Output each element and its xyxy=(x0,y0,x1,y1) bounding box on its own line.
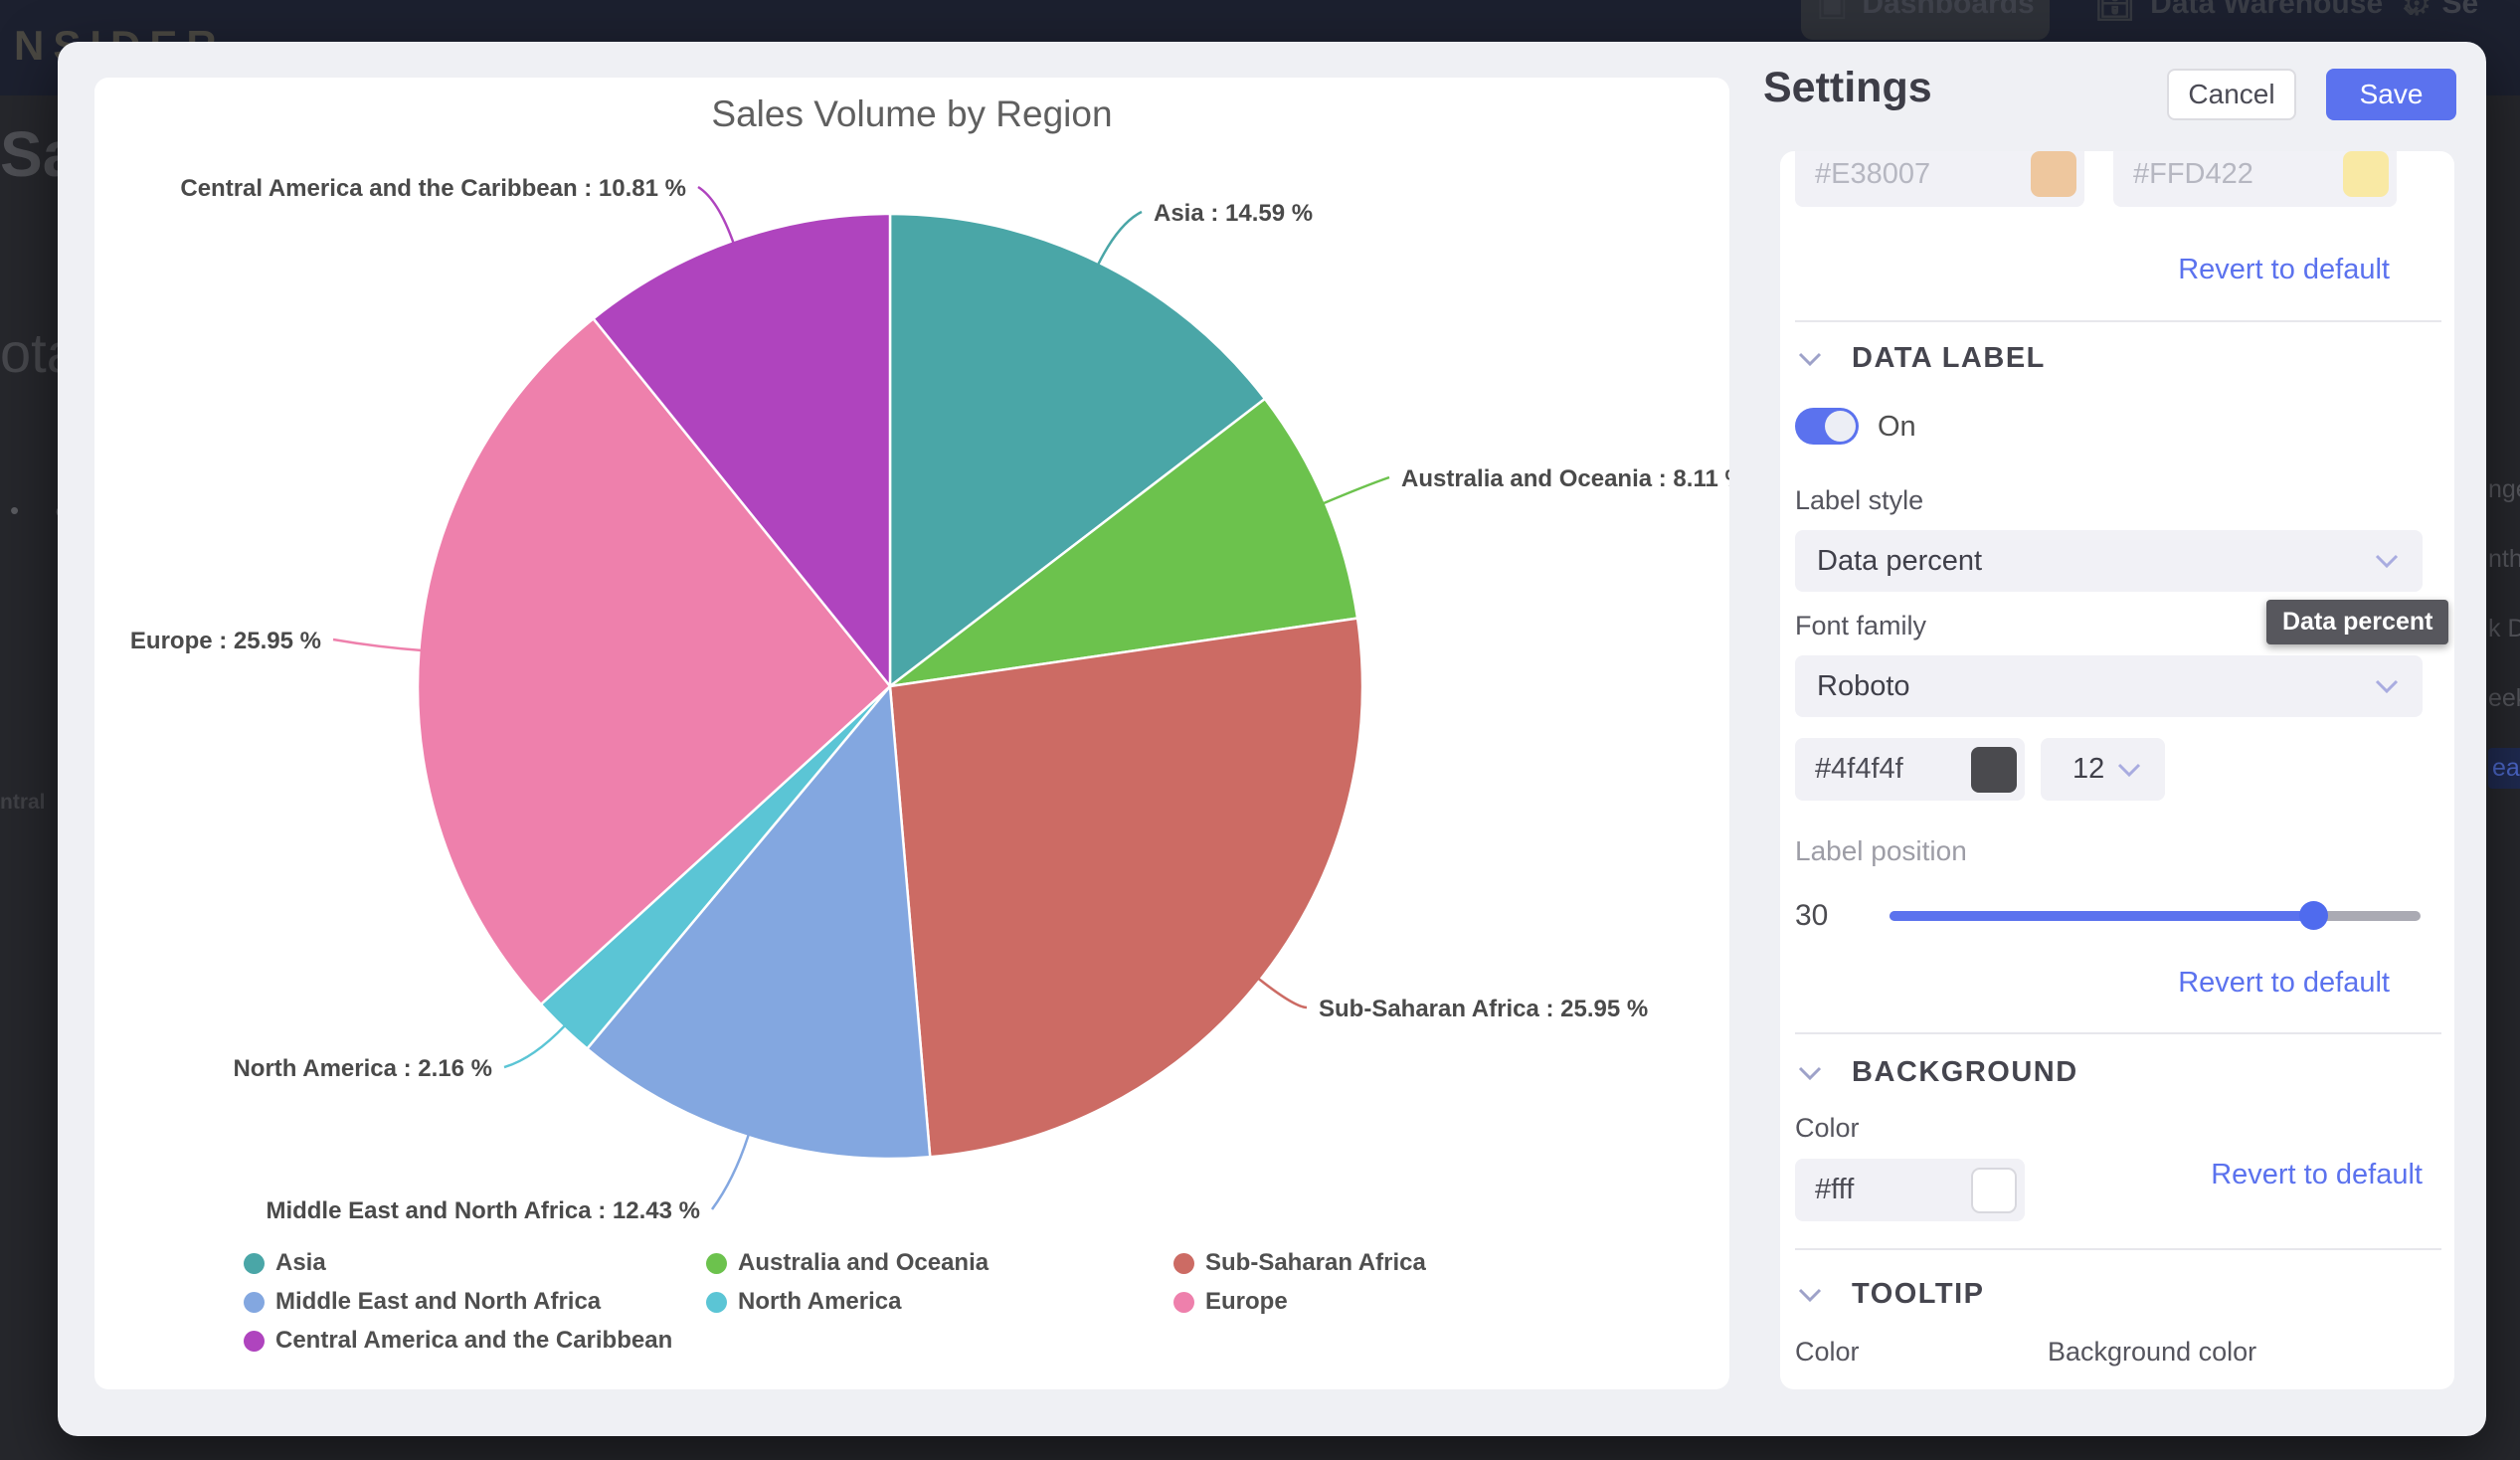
label-style-label: Label style xyxy=(1795,485,1924,515)
gear-icon: ⚙ xyxy=(2402,0,2432,23)
chevron-down-icon xyxy=(2117,763,2141,777)
bg-menu-fragment: nth xyxy=(2488,545,2520,573)
legend-label: Sub-Saharan Africa xyxy=(1205,1249,1426,1276)
label-position-value: 30 xyxy=(1795,899,1829,932)
legend-dot xyxy=(244,1252,265,1274)
legend-item[interactable]: Sub-Saharan Africa xyxy=(1173,1249,1426,1277)
tooltip-background-color-label: Background color xyxy=(2048,1337,2257,1367)
pie-label-line xyxy=(710,1133,751,1210)
legend-item[interactable]: Middle East and North Africa xyxy=(244,1288,601,1316)
chevron-down-icon xyxy=(2375,554,2399,568)
font-color-input[interactable]: #4f4f4f xyxy=(1795,738,2025,801)
legend-label: Central America and the Caribbean xyxy=(275,1327,673,1354)
database-icon: 🗄 xyxy=(2093,0,2137,23)
legend-item[interactable]: Asia xyxy=(244,1249,326,1277)
bg-menu-fragment: k D xyxy=(2488,615,2520,642)
pie-label-line xyxy=(1256,977,1308,1009)
bg-label-fragment: ntral xyxy=(0,791,46,814)
background-color-label: Color xyxy=(1795,1113,1860,1143)
font-family-select[interactable]: Roboto xyxy=(1795,655,2423,717)
legend-label: Asia xyxy=(275,1249,326,1276)
save-button[interactable]: Save xyxy=(2326,69,2456,120)
label-position-label: Label position xyxy=(1795,835,1967,866)
font-size-select[interactable]: 12 xyxy=(2041,738,2165,801)
legend-label: North America xyxy=(738,1288,902,1315)
legend-label: Middle East and North Africa xyxy=(275,1288,602,1315)
tooltip-section-header[interactable]: TOOLTIP xyxy=(1798,1278,1984,1311)
section-divider xyxy=(1795,1032,2441,1034)
revert-series-colors-link[interactable]: Revert to default xyxy=(2178,254,2390,285)
chevron-down-icon xyxy=(1798,1288,1822,1302)
chevron-down-icon xyxy=(1798,1066,1822,1080)
data-label-section-header[interactable]: DATA LABEL xyxy=(1798,342,2046,375)
revert-background-link[interactable]: Revert to default xyxy=(2211,1159,2423,1190)
slider-thumb[interactable] xyxy=(2299,901,2329,930)
pie-slice-label: North America : 2.16 % xyxy=(233,1055,492,1082)
chart-title: Sales Volume by Region xyxy=(711,93,1113,134)
nav-settings[interactable]: ⚙ Se xyxy=(2402,0,2478,40)
label-style-select[interactable]: Data percent xyxy=(1795,530,2423,592)
label-style-tooltip: Data percent xyxy=(2266,600,2449,644)
pie-label-line xyxy=(1096,210,1143,267)
legend-item[interactable]: Europe xyxy=(1173,1288,1288,1316)
legend-label: Australia and Oceania xyxy=(738,1249,990,1276)
legend-item[interactable]: Central America and the Caribbean xyxy=(244,1327,672,1355)
section-divider xyxy=(1795,320,2441,322)
dashboards-icon: ▣ xyxy=(1816,0,1849,23)
background-color-input[interactable]: #fff xyxy=(1795,1159,2025,1221)
label-position-slider[interactable] xyxy=(1890,901,2421,930)
font-color-swatch[interactable] xyxy=(1971,746,2017,793)
background-section-header[interactable]: BACKGROUND xyxy=(1798,1056,2078,1089)
settings-card: #E38007 #FFD422 Revert to default DATA L… xyxy=(1780,151,2454,1389)
pie-slice-label: Sub-Saharan Africa : 25.95 % xyxy=(1319,996,1648,1022)
legend-dot xyxy=(1173,1252,1194,1274)
pie-label-line xyxy=(503,1023,567,1069)
nav-data-warehouse[interactable]: 🗄 Data Warehouse ⌄ xyxy=(2093,0,2426,40)
nav-dashboards[interactable]: ▣ Dashboards xyxy=(1801,0,2050,40)
font-family-label: Font family xyxy=(1795,611,1927,640)
pie-slice-label: Australia and Oceania : 8.11 % xyxy=(1401,465,1729,492)
pie-slice-label: Europe : 25.95 % xyxy=(130,628,321,654)
pie-chart-svg: Asia : 14.59 % Australia and Oceania : 8.… xyxy=(130,175,1729,1224)
pie-slice-label: Asia : 14.59 % xyxy=(1154,200,1313,227)
series-color-2-swatch[interactable] xyxy=(2343,151,2389,197)
chevron-down-icon: ⌄ xyxy=(2397,0,2426,23)
bg-menu-fragment: nge xyxy=(2488,475,2520,503)
series-color-1-input[interactable]: #E38007 xyxy=(1795,151,2084,207)
bg-menu-selected-fragment: ear xyxy=(2488,748,2520,789)
chart-preview-card: Sales Volume by Region Asia : 14.59 % Aus… xyxy=(94,78,1729,1389)
slider-fill xyxy=(1890,911,2315,921)
pie-slice-label: Central America and the Caribbean : 10.8… xyxy=(180,175,686,202)
series-color-1-swatch[interactable] xyxy=(2031,151,2076,197)
legend-dot xyxy=(244,1291,265,1313)
pie-slice[interactable] xyxy=(888,617,1364,1159)
pie-label-line xyxy=(332,638,423,652)
background-color-swatch[interactable] xyxy=(1971,1167,2017,1213)
tooltip-color-label: Color xyxy=(1795,1337,1860,1367)
section-divider xyxy=(1795,1248,2441,1250)
legend-item[interactable]: Australia and Oceania xyxy=(706,1249,989,1277)
revert-data-label-link[interactable]: Revert to default xyxy=(2178,967,2390,999)
legend-dot xyxy=(706,1291,727,1313)
settings-modal: Sales Volume by Region Asia : 14.59 % Aus… xyxy=(58,42,2486,1436)
legend-dot xyxy=(1173,1291,1194,1313)
data-label-toggle[interactable] xyxy=(1795,408,1859,445)
legend-item[interactable]: North America xyxy=(706,1288,901,1316)
legend-dot xyxy=(706,1252,727,1274)
bg-menu-fragment: eek xyxy=(2488,684,2520,712)
legend-dot xyxy=(244,1330,265,1352)
toggle-state-label: On xyxy=(1878,411,1916,443)
legend-label: Europe xyxy=(1205,1288,1288,1315)
pie-label-line xyxy=(697,185,735,245)
toggle-knob xyxy=(1825,411,1856,442)
chevron-down-icon xyxy=(1798,352,1822,366)
settings-title: Settings xyxy=(1763,64,1932,111)
pie-label-line xyxy=(1322,475,1390,505)
cancel-button[interactable]: Cancel xyxy=(2167,69,2296,120)
chevron-down-icon xyxy=(2375,679,2399,693)
series-color-2-input[interactable]: #FFD422 xyxy=(2113,151,2397,207)
pie-slice-label: Middle East and North Africa : 12.43 % xyxy=(266,1197,700,1224)
